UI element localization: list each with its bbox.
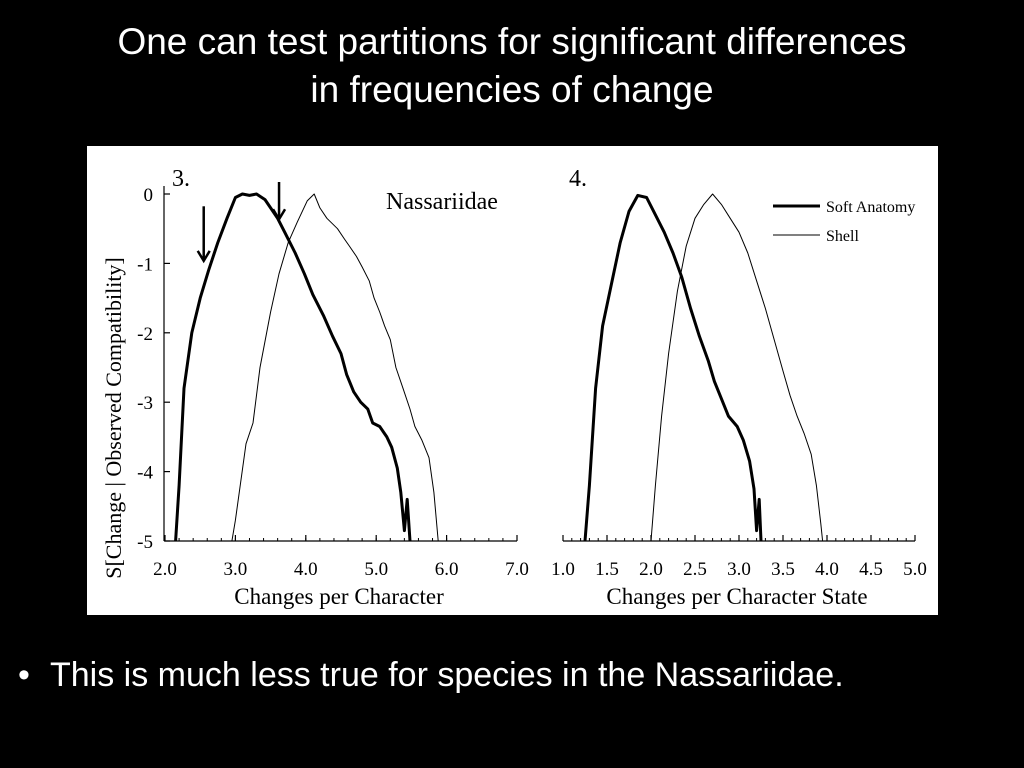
chart-1-y-tick-label: 0 (144, 185, 154, 206)
chart-2-x-tick-label: 3.0 (727, 559, 751, 580)
chart-1-y-tick-label: -1 (137, 254, 153, 275)
chart-1-x-tick-label: 7.0 (505, 559, 529, 580)
chart-1-y-tick-label: -2 (137, 324, 153, 345)
chart-svg: S[Change | Observed Compatibility] 3. 4.… (101, 166, 927, 609)
chart-2-x-tick-label: 2.5 (683, 559, 707, 580)
bullet-item: • This is much less true for species in t… (18, 656, 844, 695)
chart-2-x-tick-label: 3.5 (771, 559, 795, 580)
chart-1-series-shell (231, 193, 439, 542)
chart-1-arrow-head (196, 250, 211, 264)
bullet-text: This is much less true for species in th… (50, 656, 844, 694)
legend-label-soft-anatomy: Soft Anatomy (826, 199, 915, 216)
x-axis-label-left: Changes per Character (234, 584, 444, 609)
chart-1-y-tick-label: -3 (137, 393, 153, 414)
x-axis-label-right: Changes per Character State (606, 584, 867, 609)
chart-1-x-tick-label: 2.0 (153, 559, 177, 580)
title-line-1: One can test partitions for significant … (117, 21, 907, 62)
chart-2-x-tick-label: 2.0 (639, 559, 663, 580)
panel-label-4: 4. (569, 166, 587, 192)
chart-2-x-tick-label: 4.0 (815, 559, 839, 580)
chart-2-x-tick-label: 5.0 (903, 559, 927, 580)
chart-1-x-tick-label: 5.0 (364, 559, 388, 580)
chart-1-x-tick-label: 4.0 (294, 559, 318, 580)
y-axis-label: S[Change | Observed Compatibility] (101, 257, 126, 579)
chart-title: Nassariidae (386, 189, 498, 215)
panel-label-3: 3. (172, 166, 190, 192)
slide-title: One can test partitions for significant … (0, 18, 1024, 114)
chart-2-x-tick-label: 1.0 (551, 559, 575, 580)
chart-figure: S[Change | Observed Compatibility] 3. 4.… (87, 146, 938, 615)
chart-1-series-soft-anatomy (174, 192, 412, 542)
chart-1-x-tick-label: 6.0 (435, 559, 459, 580)
chart-1-y-tick-label: -5 (137, 532, 153, 553)
plot-area: 2.0 3.0 4.0 5.0 6.0 7.0 0 -1 -2 -3 -4 -5 1.0 1.5 2.0 2.… (137, 182, 927, 580)
chart-1-x-tick-label: 3.0 (224, 559, 248, 580)
chart-2-x-tick-label: 1.5 (595, 559, 619, 580)
legend-label-shell: Shell (826, 228, 859, 245)
chart-2-series-shell (650, 193, 824, 542)
chart-1-y-tick-label: -4 (137, 463, 153, 484)
legend: Soft Anatomy Shell (773, 199, 915, 245)
chart-2-x-tick-label: 4.5 (859, 559, 883, 580)
chart-1-arrow-head (271, 208, 287, 222)
bullet-dot: • (18, 656, 30, 694)
title-line-2: in frequencies of change (310, 69, 714, 110)
chart-2-series-soft-anatomy (583, 193, 763, 542)
